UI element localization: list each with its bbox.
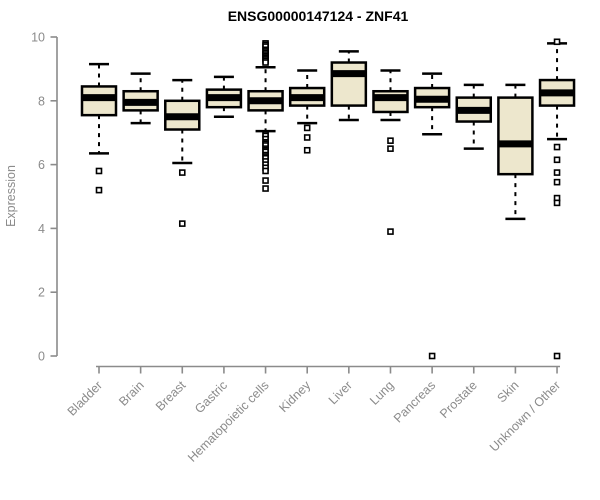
x-tick-label: Unknown / Other (487, 378, 563, 454)
outlier-point (387, 145, 394, 152)
outlier-point (553, 199, 561, 207)
outlier-point (303, 124, 311, 132)
outlier-point (553, 156, 561, 164)
chart-title: ENSG00000147124 - ZNF41 (228, 8, 409, 24)
iqr-box (497, 96, 534, 176)
outlier-point (553, 38, 561, 46)
outlier-point (178, 169, 186, 176)
box-pancreas (413, 72, 451, 360)
outlier-point (553, 178, 561, 186)
box-lung (372, 69, 409, 235)
x-tick-label: Pancreas (391, 378, 438, 425)
outlier-point (95, 186, 103, 194)
outlier-point (553, 169, 561, 176)
outlier-point (262, 177, 269, 184)
x-tick-label: Bladder (65, 378, 105, 418)
outlier-point (95, 167, 103, 175)
outlier-point (387, 137, 394, 144)
y-tick-label: 8 (38, 94, 45, 108)
y-axis: 0 2 4 6 8 10 (31, 31, 58, 364)
box-bladder (80, 62, 118, 194)
box-gastric (205, 75, 243, 118)
y-tick-label: 0 (38, 350, 45, 364)
y-axis-title: Expression (4, 165, 18, 227)
outlier-point (178, 220, 186, 227)
x-tick-label: Liver (326, 378, 355, 407)
box-skin (497, 83, 534, 221)
outlier-point (553, 352, 561, 360)
x-tick-label: Prostate (437, 378, 480, 421)
box-breast (164, 78, 201, 227)
outlier-point (303, 146, 311, 154)
y-tick-label: 10 (31, 31, 45, 45)
outlier-point (262, 59, 269, 66)
x-tick-label: Gastric (192, 378, 230, 416)
x-tick-label: Brain (116, 378, 147, 409)
outlier-point (428, 352, 436, 360)
outlier-point (387, 228, 394, 235)
x-tick-label: Hematopoietic cells (185, 378, 272, 465)
boxes-layer (80, 38, 576, 360)
x-tick-label: Lung (367, 378, 397, 408)
outlier-point (262, 185, 269, 192)
box-brain (122, 72, 159, 125)
y-tick-label: 6 (38, 158, 45, 172)
box-prostate (455, 83, 493, 150)
iqr-box (330, 61, 368, 107)
box-unknown-other (538, 38, 576, 360)
x-tick-label: Breast (153, 378, 189, 414)
outlier-point (553, 143, 561, 151)
box-hematopoietic-cells (247, 40, 284, 192)
outlier-point (262, 167, 269, 175)
y-tick-label: 4 (38, 222, 45, 236)
x-tick-label: Skin (494, 378, 521, 405)
box-kidney (288, 69, 326, 154)
y-tick-label: 2 (38, 286, 45, 300)
x-tick-label: Kidney (276, 378, 313, 415)
box-liver (330, 50, 368, 122)
outlier-point (303, 134, 311, 141)
